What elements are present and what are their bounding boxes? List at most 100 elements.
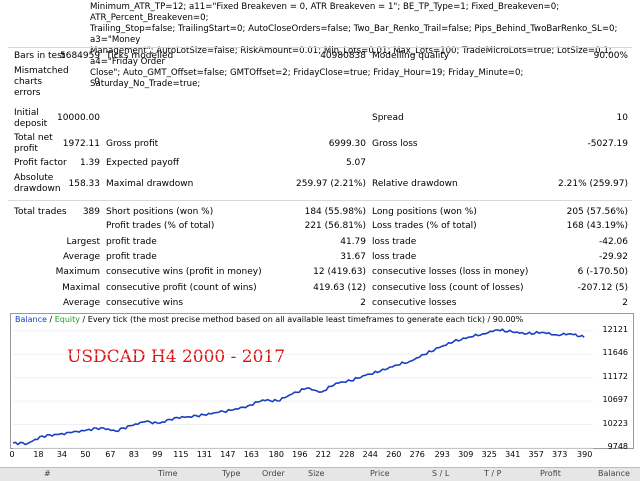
- x-tick-label: 212: [315, 450, 331, 459]
- parameters-line: Close"; Auto_GMT_Offset=false; GMTOffset…: [90, 68, 524, 89]
- avg-consec-losses-label: consecutive losses: [372, 298, 457, 308]
- maximal-drawdown-value: 259.97 (2.21%): [296, 179, 366, 189]
- x-tick-label: 67: [105, 450, 116, 459]
- chart-legend: Balance / Equity / Every tick (the most …: [15, 315, 524, 324]
- max-consec-wins-value: 12 (419.63): [313, 267, 366, 277]
- maximal-label: Maximal: [62, 283, 100, 293]
- gross-profit-label: Gross profit: [106, 139, 159, 149]
- expected-payoff-value: 5.07: [345, 158, 366, 168]
- parameters-text: Minimum_ATR_TP=12; a11="Fixed Breakeven …: [90, 2, 630, 90]
- total-net-profit-label: Total net profit: [14, 133, 53, 154]
- x-tick-label: 18: [33, 450, 44, 459]
- avg-consec-wins-label: consecutive wins: [106, 298, 184, 308]
- x-tick-label: 115: [173, 450, 189, 459]
- chart-title: USDCAD H4 2000 - 2017: [67, 347, 286, 367]
- col-header-profit[interactable]: Profit: [540, 469, 561, 478]
- col-header-sl[interactable]: S / L: [432, 469, 450, 478]
- col-header-order[interactable]: Order: [262, 469, 285, 478]
- col-header-time[interactable]: Time: [158, 469, 178, 478]
- profit-trades-label: Profit trades (% of total): [106, 221, 215, 231]
- legend-equity: Equity: [54, 315, 80, 324]
- modelling-quality-value: 90.00%: [593, 51, 628, 61]
- short-positions-value: 184 (55.98%): [304, 207, 366, 217]
- maximal-drawdown-label: Maximal drawdown: [106, 179, 194, 189]
- max-consec-losses-value: 6 (-170.50): [577, 267, 628, 277]
- x-tick-label: 276: [409, 450, 425, 459]
- divider: [8, 200, 632, 201]
- profit-factor-label: Profit factor: [14, 158, 67, 168]
- x-tick-label: 325: [481, 450, 497, 459]
- largest-loss-value: -42.06: [598, 237, 628, 247]
- avg-consec-losses-value: 2: [622, 298, 628, 308]
- x-tick-label: 228: [339, 450, 355, 459]
- legend-balance: Balance: [15, 315, 47, 324]
- total-net-profit-value: 1972.11: [62, 139, 100, 149]
- long-positions-value: 205 (57.56%): [566, 207, 628, 217]
- spread-label: Spread: [372, 113, 404, 123]
- x-tick-label: 244: [362, 450, 378, 459]
- x-tick-label: 131: [196, 450, 212, 459]
- ticks-modelled-value: 40980838: [320, 51, 366, 61]
- mismatched-value: 0: [94, 77, 100, 87]
- chart-plot-area: [12, 328, 593, 449]
- relative-drawdown-label: Relative drawdown: [372, 179, 458, 189]
- largest-loss-label: loss trade: [372, 237, 417, 247]
- mismatched-label: Mismatched charts errors: [14, 66, 69, 98]
- modelling-quality-label: Modelling quality: [372, 51, 450, 61]
- max-consec-losses-label: consecutive losses (loss in money): [372, 267, 529, 277]
- gross-loss-label: Gross loss: [372, 139, 418, 149]
- x-tick-label: 196: [292, 450, 308, 459]
- y-tick-label: 11646: [602, 348, 628, 358]
- average-profit-label: profit trade: [106, 252, 157, 262]
- y-tick-label: 9748: [607, 442, 628, 451]
- spread-value: 10: [616, 113, 628, 123]
- col-header-type[interactable]: Type: [222, 469, 241, 478]
- total-trades-label: Total trades: [14, 207, 67, 217]
- bars-in-test-label: Bars in test: [14, 51, 66, 61]
- x-tick-label: 50: [80, 450, 91, 459]
- parameters-line: Management"; AutoLotSize=false; RiskAmou…: [90, 46, 612, 67]
- x-tick-label: 357: [528, 450, 544, 459]
- maximal-consec-loss-label: consecutive loss (count of losses): [372, 283, 524, 293]
- x-tick-label: 180: [268, 450, 284, 459]
- x-tick-label: 293: [434, 450, 450, 459]
- x-tick-label: 163: [243, 450, 259, 459]
- trades-table-header: # Time Type Order Size Price S / L T / P…: [0, 467, 640, 481]
- x-tick-label: 390: [577, 450, 593, 459]
- x-tick-label: 99: [152, 450, 163, 459]
- x-tick-label: 260: [386, 450, 402, 459]
- average-profit-value: 31.67: [340, 252, 366, 262]
- y-tick-label: 10223: [602, 418, 628, 428]
- y-tick-label: 12121: [602, 324, 628, 334]
- profit-factor-value: 1.39: [79, 158, 100, 168]
- average-loss-value: -29.92: [598, 252, 628, 262]
- largest-profit-label: profit trade: [106, 237, 157, 247]
- legend-description: / Every tick (the most precise method ba…: [79, 315, 524, 324]
- loss-trades-label: Loss trades (% of total): [372, 221, 477, 231]
- initial-deposit-label: Initial deposit: [14, 108, 48, 129]
- avg-consec-wins-value: 2: [360, 298, 366, 308]
- absolute-drawdown-value: 158.33: [68, 179, 101, 189]
- long-positions-label: Long positions (won %): [372, 207, 477, 217]
- col-header-tp[interactable]: T / P: [484, 469, 502, 478]
- x-tick-label: 147: [220, 450, 236, 459]
- largest-profit-value: 41.79: [340, 237, 366, 247]
- total-trades-value: 389: [82, 207, 100, 217]
- x-tick-label: 341: [505, 450, 521, 459]
- x-tick-label: 34: [56, 450, 68, 459]
- balance-line: [12, 328, 585, 446]
- col-header-size[interactable]: Size: [308, 469, 325, 478]
- parameters-line: Minimum_ATR_TP=12; a11="Fixed Breakeven …: [90, 2, 560, 23]
- maximal-consec-loss-value: -207.12 (5): [577, 283, 628, 293]
- average-loss-label: loss trade: [372, 252, 417, 262]
- absolute-drawdown-label: Absolute drawdown: [14, 173, 61, 194]
- col-header-number[interactable]: #: [44, 469, 51, 478]
- col-header-balance[interactable]: Balance: [598, 469, 630, 478]
- x-tick-label: 373: [552, 450, 568, 459]
- y-tick-label: 11172: [602, 371, 628, 381]
- largest-label: Largest: [66, 237, 100, 247]
- x-tick-label: 0: [9, 450, 15, 459]
- col-header-price[interactable]: Price: [370, 469, 390, 478]
- loss-trades-value: 168 (43.19%): [566, 221, 628, 231]
- initial-deposit-value: 10000.00: [57, 113, 100, 123]
